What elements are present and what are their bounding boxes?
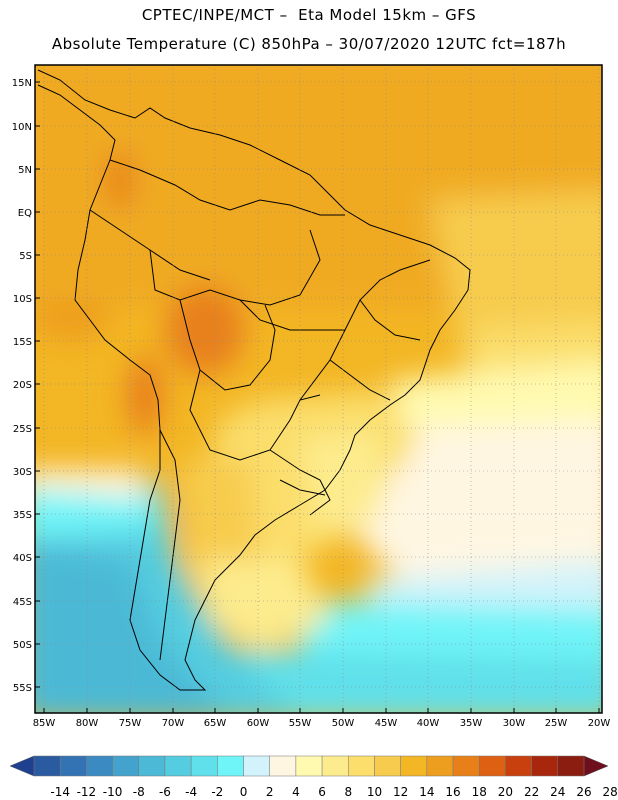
lon-label: 55W xyxy=(289,718,312,729)
colorbar-swatch xyxy=(164,755,192,777)
colorbar-swatch xyxy=(557,755,585,777)
colorbar-label: 28 xyxy=(603,785,618,799)
colorbar-swatch xyxy=(348,755,375,777)
colorbar-label: 8 xyxy=(344,785,352,799)
temperature-field xyxy=(35,65,602,713)
lat-label: 5N xyxy=(18,165,32,176)
colorbar-label: 20 xyxy=(498,785,513,799)
latitude-labels: 15N 10N 5N EQ 5S 10S 15S 20S 25S 30S 35S… xyxy=(12,78,32,694)
lon-label: 50W xyxy=(332,718,355,729)
chart-subtitle: Absolute Temperature (C) 850hPa – 30/07/… xyxy=(51,35,567,53)
colorbar-label: 24 xyxy=(550,785,565,799)
lat-label: 45S xyxy=(13,597,32,608)
colorbar-left-arrow xyxy=(9,755,35,777)
colorbar-label: 6 xyxy=(318,785,326,799)
lon-label: 20W xyxy=(588,718,611,729)
colorbar-label: -8 xyxy=(133,785,145,799)
chart-title: CPTEC/INPE/MCT – Eta Model 15km – GFS xyxy=(141,6,477,24)
colorbar-label: -2 xyxy=(211,785,223,799)
colorbar-swatch xyxy=(374,755,401,777)
colorbar-label: 12 xyxy=(393,785,408,799)
longitude-labels: 85W 80W 75W 70W 65W 60W 55W 50W 45W 40W … xyxy=(33,718,611,729)
lat-label: 25S xyxy=(13,424,32,435)
colorbar-swatch xyxy=(505,755,532,777)
colorbar-swatch xyxy=(243,755,270,777)
lon-label: 30W xyxy=(503,718,526,729)
lat-label: 15N xyxy=(12,78,32,89)
lat-label: EQ xyxy=(18,208,32,219)
lon-label: 35W xyxy=(460,718,483,729)
colorbar-label: 4 xyxy=(292,785,300,799)
colorbar-swatch xyxy=(426,755,454,777)
lat-label: 15S xyxy=(13,337,32,348)
graticule xyxy=(35,65,602,713)
colorbar-swatch xyxy=(59,755,87,777)
colorbar-label: 22 xyxy=(524,785,539,799)
colorbar-swatch xyxy=(138,755,166,777)
lon-label: 75W xyxy=(119,718,142,729)
lon-label: 80W xyxy=(76,718,99,729)
colorbar-swatch xyxy=(400,755,428,777)
colorbar-swatch xyxy=(217,755,244,777)
lat-label: 35S xyxy=(13,510,32,521)
lat-label: 50S xyxy=(13,640,32,651)
colorbar-swatch xyxy=(452,755,480,777)
map-frame xyxy=(34,64,603,714)
colorbar-label: -14 xyxy=(50,785,70,799)
axis-ticks xyxy=(35,81,600,713)
colorbar-label: 18 xyxy=(472,785,487,799)
colorbar-swatch xyxy=(531,755,559,777)
lon-label: 25W xyxy=(545,718,568,729)
lat-label: 10N xyxy=(12,122,32,133)
lat-label: 30S xyxy=(13,467,32,478)
lat-label: 20S xyxy=(13,380,32,391)
colorbar-label: 10 xyxy=(367,785,382,799)
lon-label: 70W xyxy=(162,718,185,729)
lat-label: 40S xyxy=(13,553,32,564)
colorbar-label: 14 xyxy=(419,785,434,799)
colorbar-swatch xyxy=(295,755,323,777)
colorbar-swatch xyxy=(321,755,349,777)
colorbar-swatch xyxy=(190,755,218,777)
colorbar-label: -6 xyxy=(159,785,171,799)
colorbar-swatch xyxy=(33,755,61,777)
lon-label: 45W xyxy=(375,718,398,729)
colorbar-label: 0 xyxy=(240,785,248,799)
colorbar: -14 -12 -10 -8 -6 -4 -2 0 2 4 6 8 10 12 14 16 18 20 22 24 26… xyxy=(9,755,618,799)
lon-label: 40W xyxy=(417,718,440,729)
colorbar-swatch xyxy=(112,755,140,777)
colorbar-label: 2 xyxy=(266,785,274,799)
colorbar-label: 26 xyxy=(576,785,591,799)
colorbar-label: -10 xyxy=(103,785,123,799)
colorbar-label: -4 xyxy=(185,785,197,799)
colorbar-label: -12 xyxy=(77,785,97,799)
colorbar-swatch xyxy=(478,755,506,777)
lat-label: 5S xyxy=(19,251,32,262)
coastline xyxy=(37,69,471,691)
lat-label: 10S xyxy=(13,294,32,305)
lon-label: 85W xyxy=(33,718,56,729)
colorbar-swatch xyxy=(269,755,297,777)
colorbar-label: 16 xyxy=(445,785,460,799)
colorbar-swatch xyxy=(86,755,113,777)
colorbar-right-arrow xyxy=(583,755,609,777)
lon-label: 60W xyxy=(247,718,270,729)
lat-label: 55S xyxy=(13,683,32,694)
lon-label: 65W xyxy=(204,718,227,729)
